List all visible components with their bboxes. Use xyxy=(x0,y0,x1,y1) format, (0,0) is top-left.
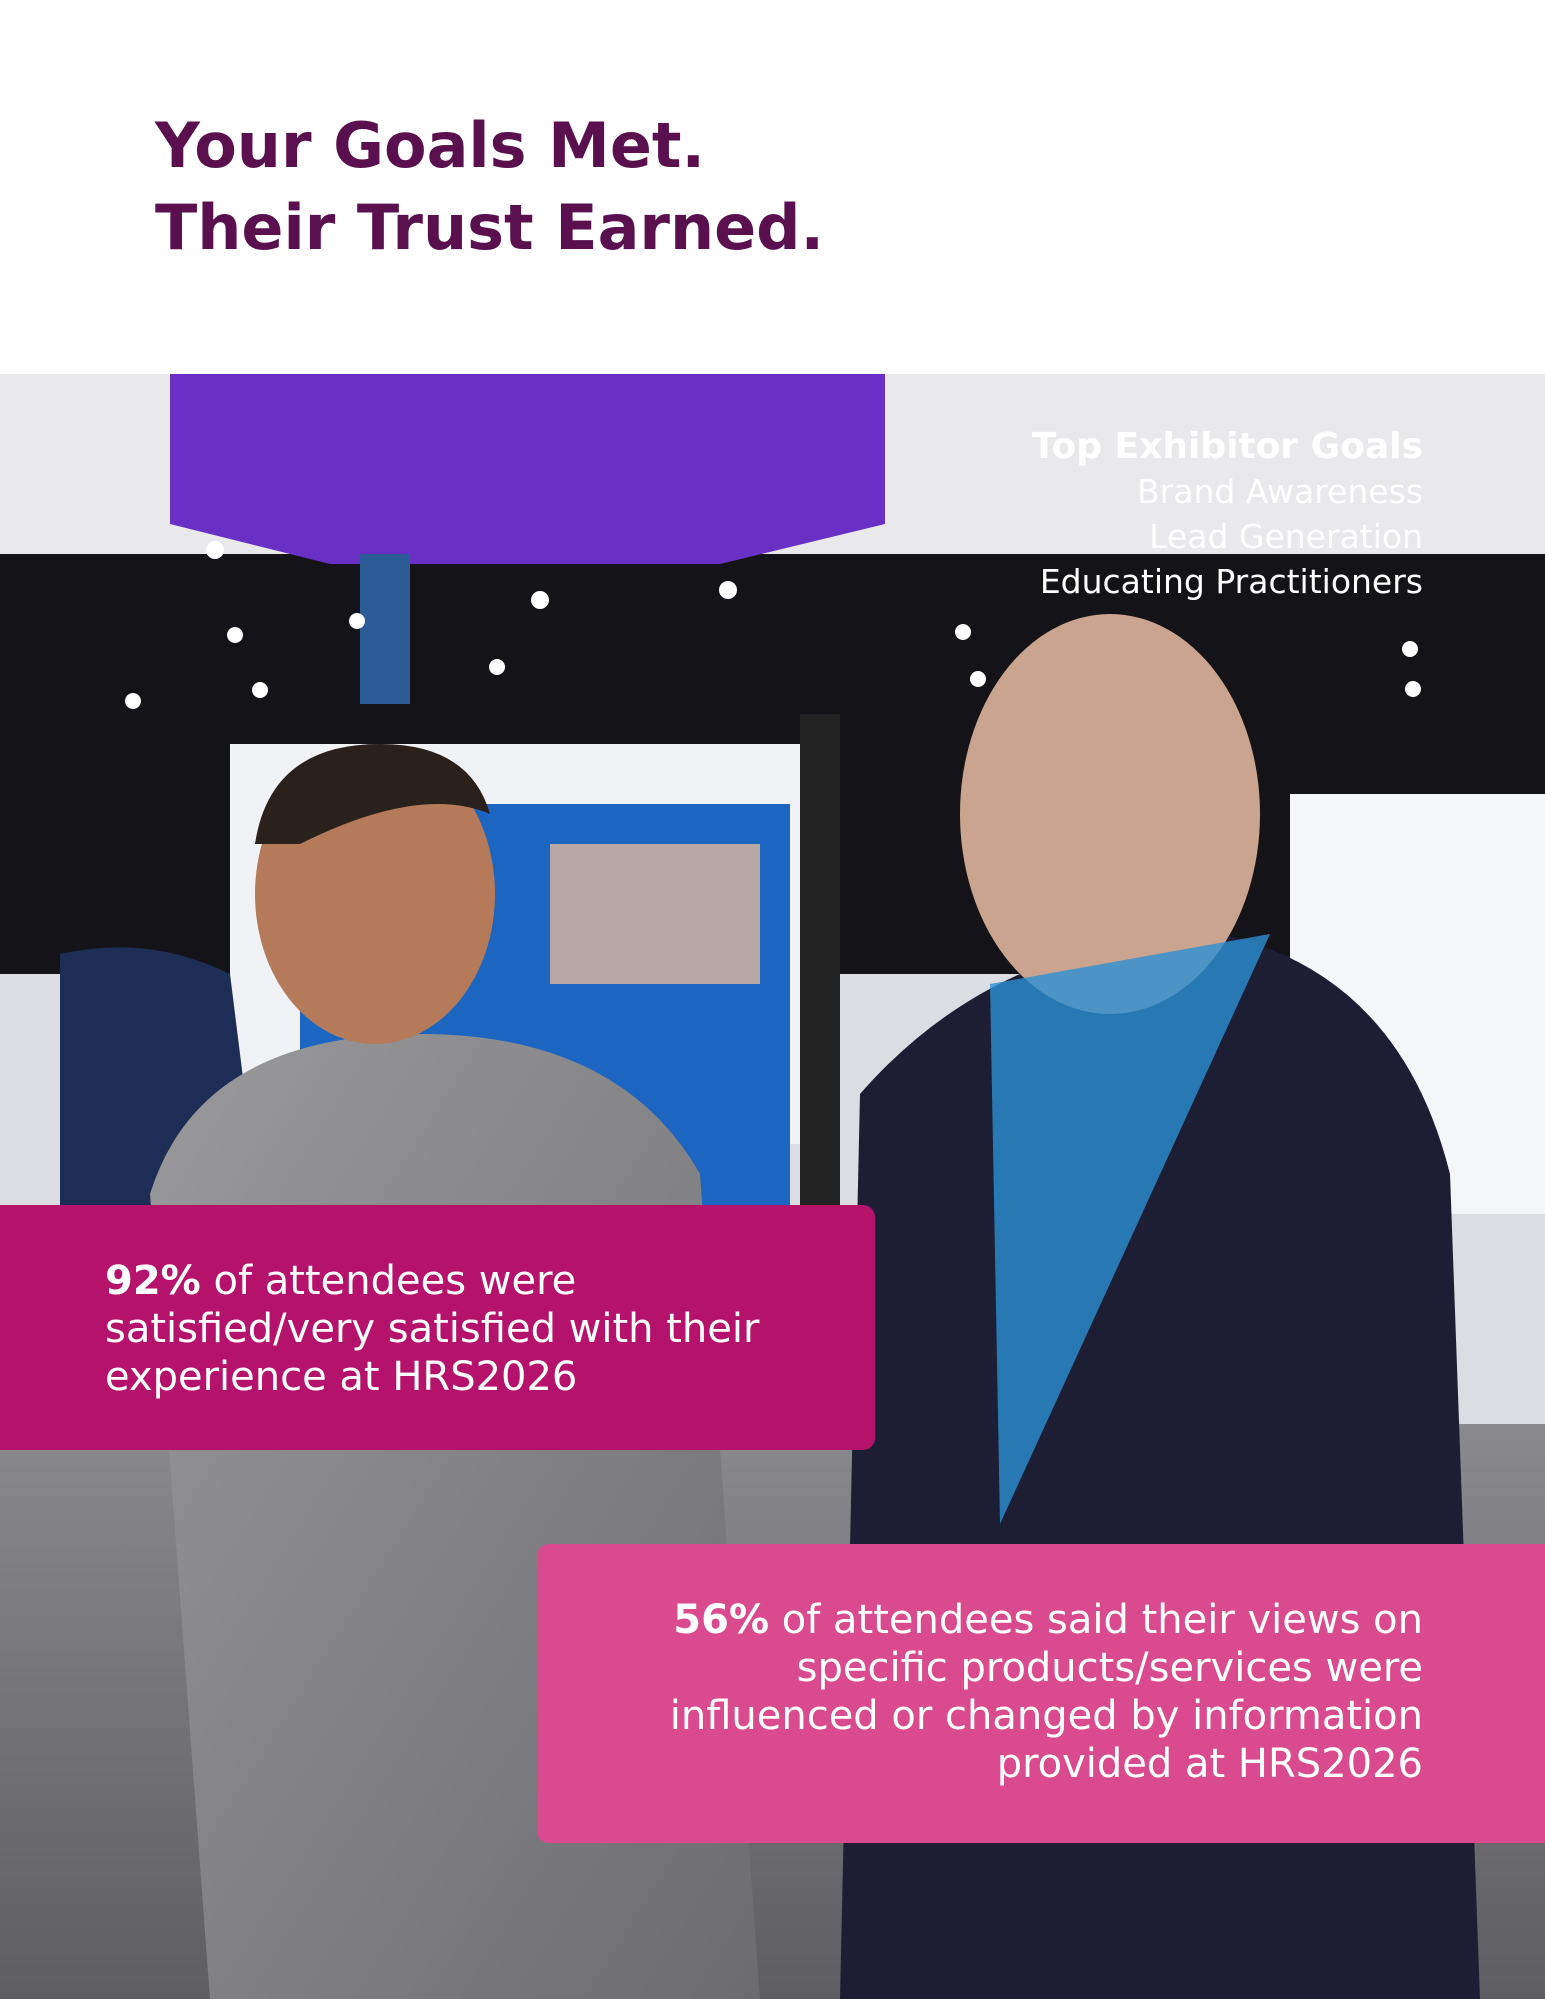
goal-item: Educating Practitioners xyxy=(1039,562,1423,601)
stat-box: 92% of attendees were satisfied/very sat… xyxy=(0,1205,875,1450)
goal-item: Lead Generation xyxy=(1149,517,1423,556)
title-line: Your Goals Met. xyxy=(155,109,706,182)
title: Your Goals Met. Their Trust Earned. xyxy=(155,105,824,269)
stat-box: 56% of attendees said their views on spe… xyxy=(537,1544,1545,1843)
goals: Top Exhibitor Goals Brand Awareness Lead… xyxy=(1032,424,1423,604)
title-line: Their Trust Earned. xyxy=(155,191,825,264)
stat-text: of attendees were satisfied/very satisfi… xyxy=(105,1258,760,1400)
stat-highlight: 56% xyxy=(673,1597,770,1643)
goals-title: Top Exhibitor Goals xyxy=(1031,426,1423,467)
stat-text: of attendees said their views on specifi… xyxy=(669,1597,1423,1787)
goal-item: Brand Awareness xyxy=(1137,472,1423,511)
stat-highlight: 92% xyxy=(105,1258,201,1304)
